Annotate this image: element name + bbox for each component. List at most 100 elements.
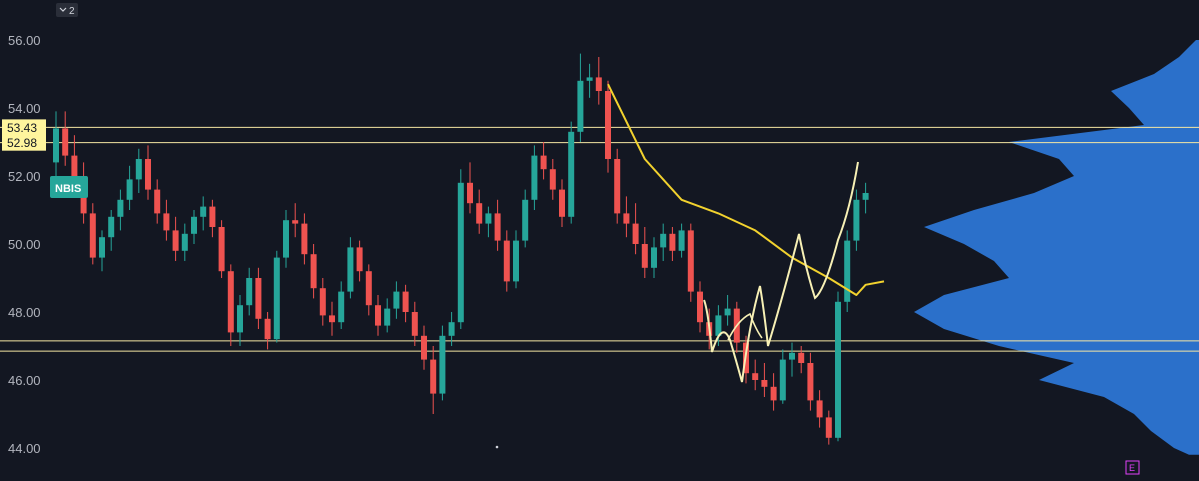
candle-body [218, 227, 225, 272]
ticker-badge[interactable]: NBIS [50, 176, 88, 198]
event-marker-label: E [1129, 463, 1135, 473]
candle [586, 63, 593, 98]
candle-body [779, 359, 786, 401]
event-marker[interactable]: E [1125, 460, 1140, 475]
candle-body [540, 155, 547, 170]
candle [237, 295, 243, 346]
candle [218, 220, 225, 278]
candle-body [191, 216, 197, 234]
candle-body [145, 159, 151, 190]
candle [365, 264, 372, 316]
candle [430, 346, 437, 414]
candle-body [853, 199, 860, 241]
y-tick-label: 48.00 [8, 305, 41, 320]
candlestick-series [53, 53, 869, 445]
candle [651, 237, 657, 278]
candle-body [715, 315, 722, 336]
candle [384, 298, 391, 333]
level-price-label: 53.43 [7, 121, 37, 135]
y-tick-label: 44.00 [8, 441, 41, 456]
candle-body [761, 380, 768, 387]
candle [577, 53, 584, 142]
candle-body [273, 257, 280, 340]
candle-body [559, 189, 565, 217]
candle [356, 240, 363, 282]
y-axis: 56.00 54.00 52.00 50.00 48.00 46.00 44.00 [8, 33, 41, 456]
candle [835, 291, 841, 442]
candle-body [476, 203, 483, 224]
y-tick-label: 50.00 [8, 237, 41, 252]
candle-body [522, 199, 529, 241]
candle [798, 346, 805, 374]
candle [513, 230, 519, 289]
candle [264, 312, 271, 350]
vwap-line-path [607, 83, 885, 296]
collapse-chip[interactable]: 2 [56, 3, 78, 17]
candle-body [623, 213, 630, 224]
candle [448, 312, 455, 346]
candle-body [467, 182, 473, 204]
collapse-chip-count: 2 [69, 6, 75, 17]
candle [108, 210, 115, 251]
freehand-forecast-path[interactable] [703, 161, 859, 383]
candle [540, 142, 547, 180]
candle [191, 210, 197, 244]
candle [485, 206, 492, 238]
candle [641, 227, 648, 278]
candle-body [62, 128, 69, 156]
candle [393, 281, 400, 319]
candle-body [172, 230, 179, 251]
candle-body [485, 213, 492, 224]
candle-body [310, 254, 317, 289]
candle-body [319, 288, 326, 316]
candle [669, 227, 676, 261]
candle-body [411, 312, 418, 336]
y-tick-label: 54.00 [8, 101, 41, 116]
stray-dot [495, 445, 499, 449]
candle-body [154, 189, 161, 214]
candle-body [494, 213, 501, 241]
candle-body [789, 352, 795, 360]
candle-body [347, 247, 354, 292]
candle-body [108, 216, 115, 238]
candle [660, 223, 667, 261]
candle [789, 342, 795, 377]
candle [816, 390, 823, 428]
candle-body [807, 363, 814, 401]
candle-body [752, 373, 759, 380]
freehand-drawing[interactable] [703, 161, 859, 383]
candle-body [264, 318, 271, 340]
candle [853, 189, 860, 251]
candle-body [89, 213, 96, 258]
candle-body [531, 155, 538, 200]
candle-body [375, 305, 381, 326]
candle-body [301, 223, 308, 255]
y-tick-label: 52.00 [8, 169, 41, 184]
candle-body [135, 159, 142, 180]
freehand-forecast-path[interactable] [727, 312, 763, 341]
candle [761, 363, 768, 397]
candle [476, 189, 483, 234]
candle [522, 189, 529, 248]
horizontal-levels[interactable] [0, 126, 1199, 352]
candle [715, 305, 722, 346]
candle [71, 135, 78, 183]
candle-body [770, 386, 777, 401]
candle [135, 148, 142, 193]
candle [844, 230, 851, 312]
candle [89, 203, 96, 265]
candle-body [835, 301, 841, 438]
candle-body [595, 77, 602, 91]
candle [457, 169, 464, 329]
candle [338, 281, 345, 329]
candle-body [393, 291, 400, 309]
candle-body [724, 308, 731, 316]
y-tick-label: 46.00 [8, 373, 41, 388]
candle-body [209, 206, 216, 227]
candle [770, 373, 777, 411]
candle-body [605, 91, 611, 159]
candle [614, 148, 621, 224]
candle [779, 349, 786, 404]
candle [632, 203, 639, 255]
